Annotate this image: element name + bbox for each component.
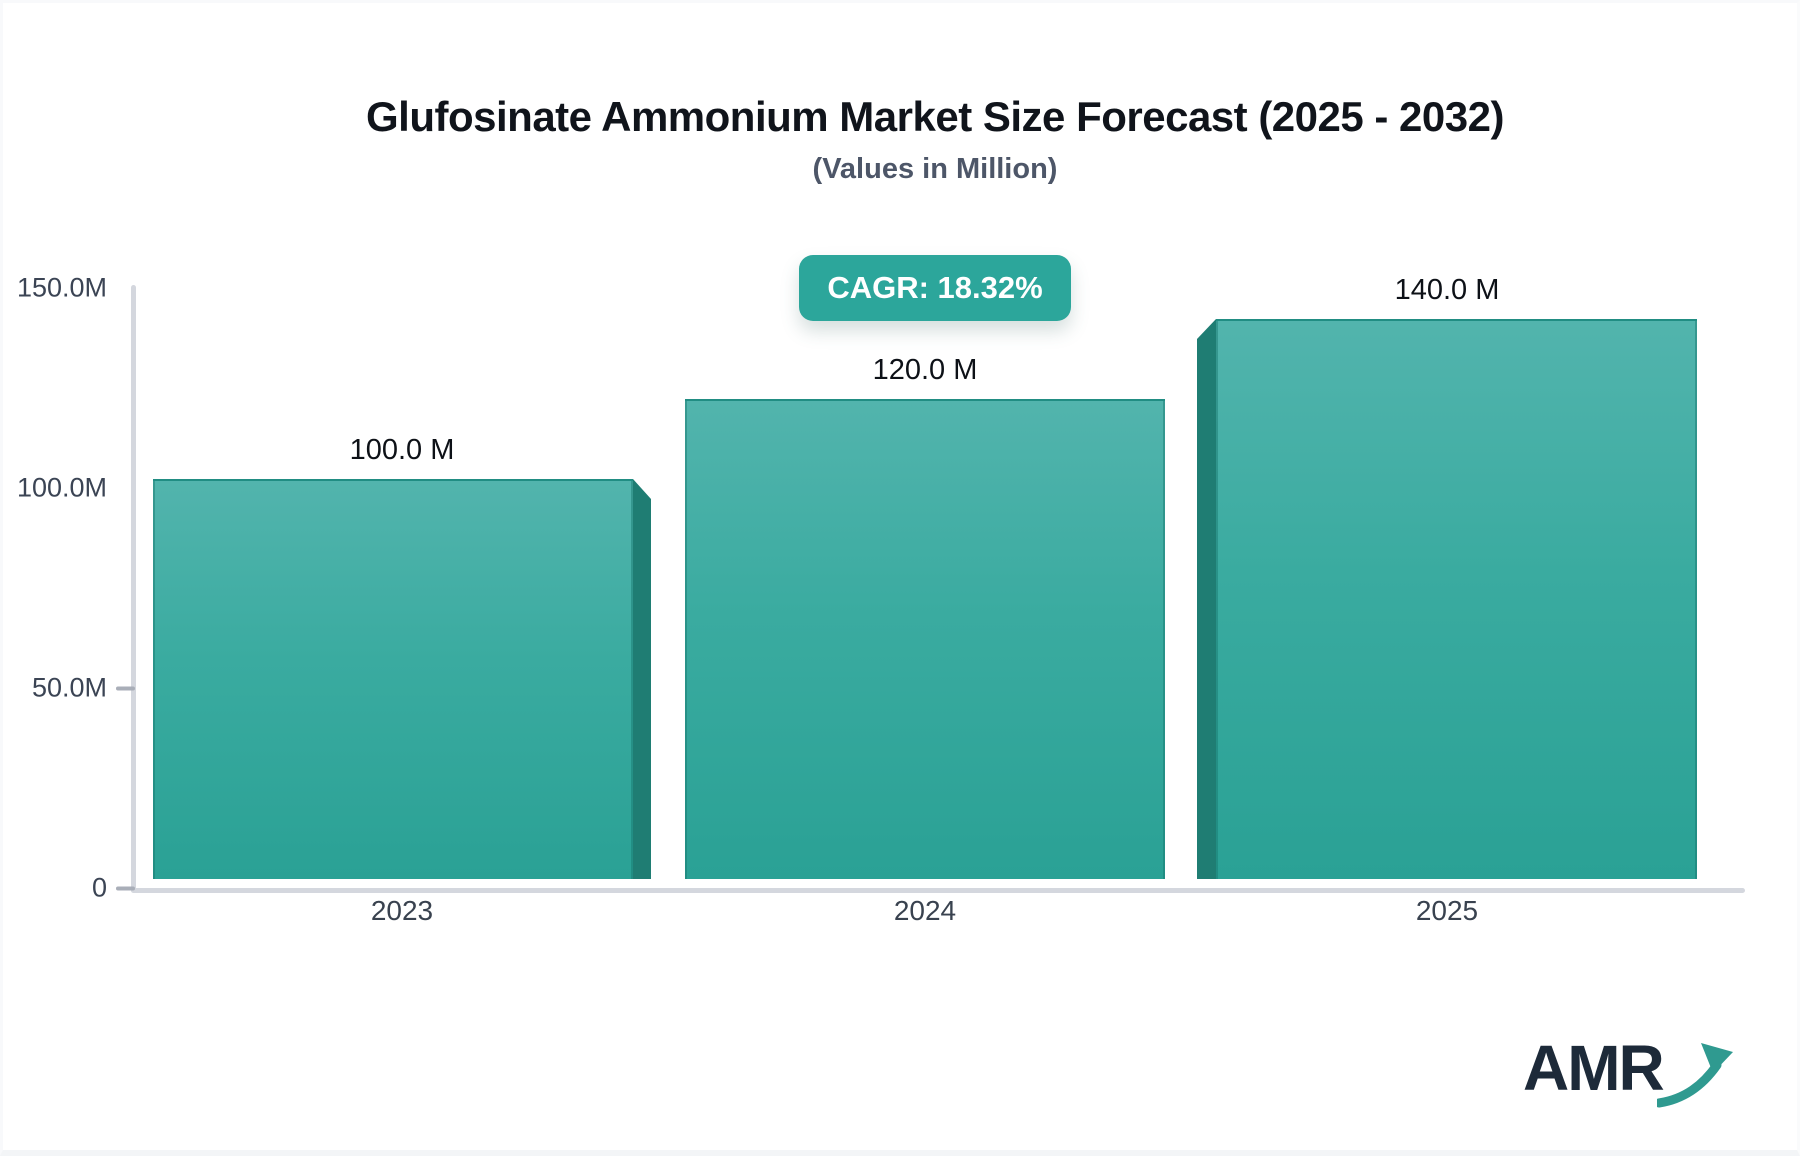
y-axis-line [131, 285, 136, 893]
y-tick-label: 50.0M [31, 672, 107, 703]
bar-face [685, 399, 1165, 879]
bar-face [1216, 319, 1697, 879]
chart-subheader: (Values in Million) [131, 153, 1739, 186]
x-category-label: 2024 [893, 895, 957, 926]
bar-face [153, 479, 633, 879]
y-tick-label: 0 [91, 872, 107, 903]
brand-logo: AMR [1523, 1021, 1753, 1126]
y-tick-0: 0 [3, 872, 135, 904]
y-tick-label: 100.0M [16, 472, 107, 503]
growth-arrow-icon [1657, 1043, 1733, 1108]
x-category-label: 2023 [370, 895, 434, 926]
plot-area: 150.0M 100.0M 50.0M 0 100.0 M 2023 120.0… [3, 3, 1797, 1150]
y-tick-label: 150.0M [16, 272, 107, 303]
tick-dash [116, 686, 135, 690]
bar-side-shade [1197, 319, 1216, 879]
cagr-badge-row: CAGR: 18.32% [131, 255, 1739, 321]
page-subtitle: (Values in Million) [812, 153, 1058, 185]
x-axis-line [131, 888, 1745, 893]
bar-value-label: 100.0 M [349, 434, 455, 466]
bar-side-shade [633, 479, 651, 879]
page-title: Glufosinate Ammonium Market Size Forecas… [366, 93, 1504, 140]
y-tick-150: 150.0M [3, 273, 107, 304]
tick-dash [116, 886, 135, 890]
y-tick-50: 50.0M [3, 672, 135, 704]
logo-text: AMR [1523, 1032, 1665, 1104]
chart-header: Glufosinate Ammonium Market Size Forecas… [131, 93, 1739, 141]
x-category-label: 2025 [1415, 895, 1479, 926]
cagr-badge: CAGR: 18.32% [799, 255, 1071, 321]
bar-value-label: 120.0 M [872, 354, 978, 386]
y-tick-100: 100.0M [3, 473, 107, 504]
bar-value-label: 140.0 M [1394, 274, 1500, 306]
